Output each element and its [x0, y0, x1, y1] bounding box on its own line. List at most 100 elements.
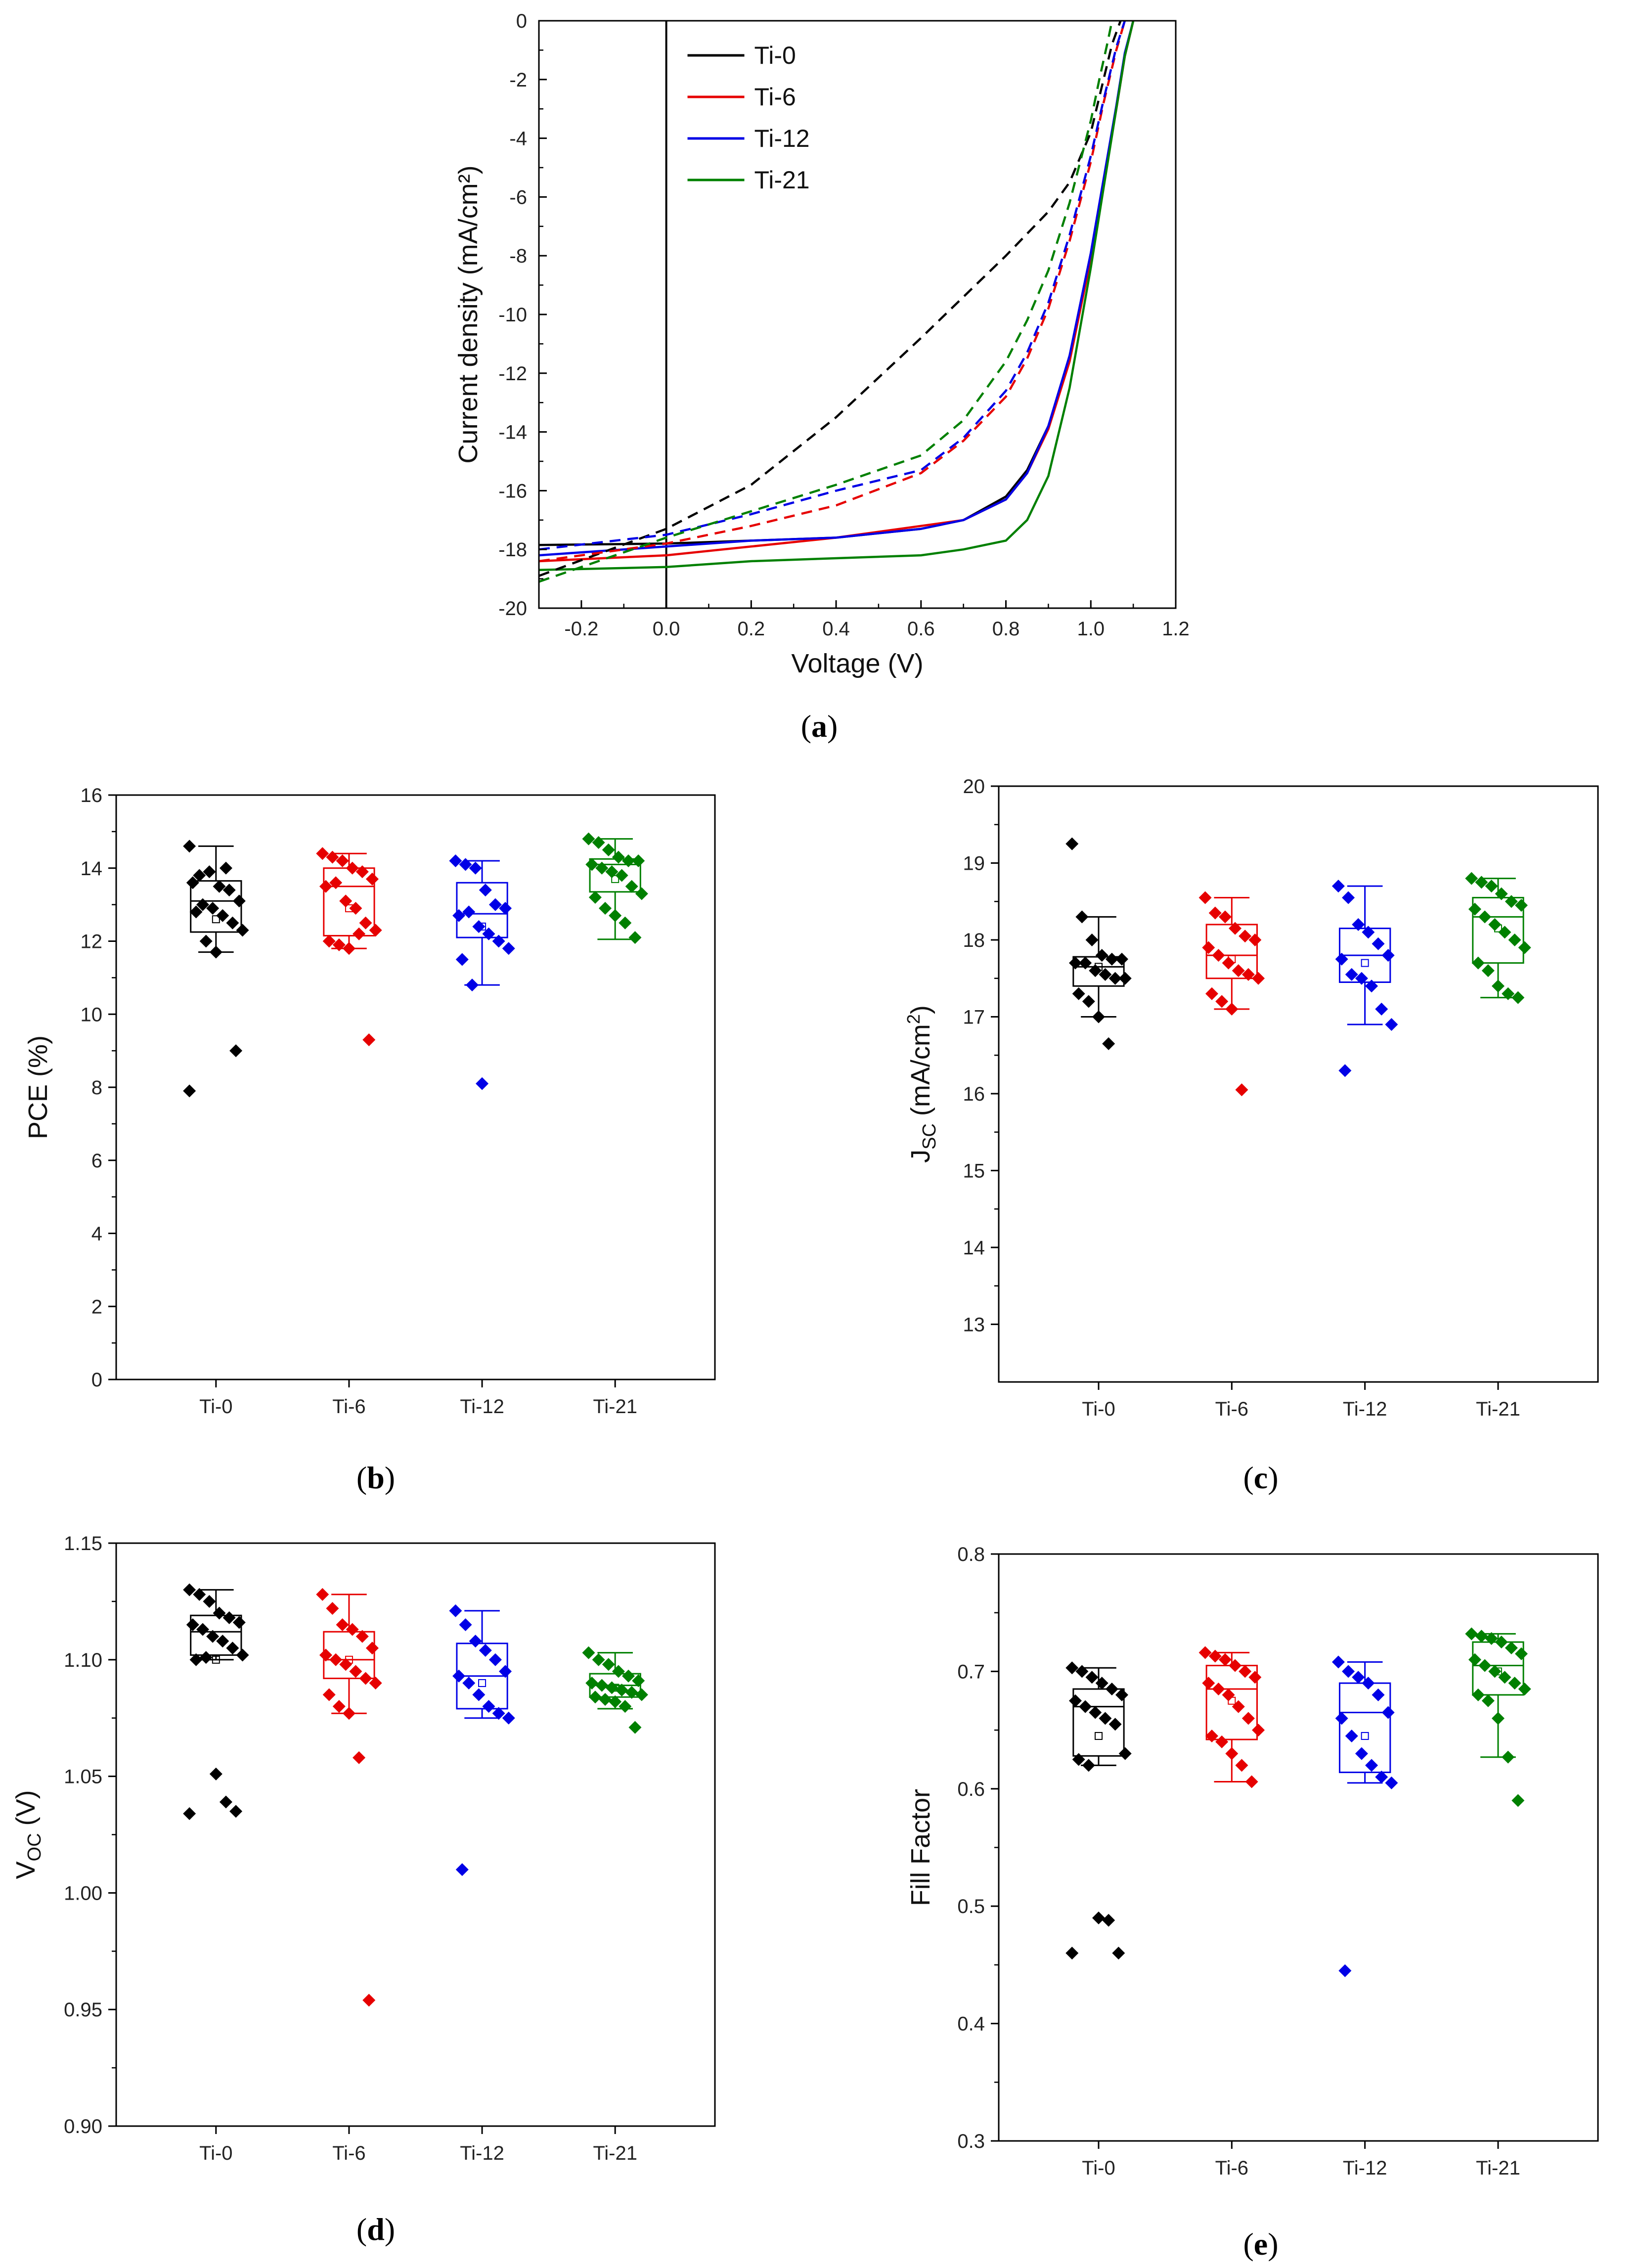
data-point [1342, 891, 1355, 904]
data-point [362, 1994, 376, 2007]
y-tick-label: 0.7 [957, 1661, 985, 1683]
data-point [459, 858, 472, 871]
x-tick-label: 0.4 [822, 618, 850, 640]
data-point [1208, 1649, 1222, 1663]
data-point [452, 909, 466, 922]
data-point [183, 840, 196, 853]
data-point [1099, 1712, 1112, 1725]
data-point [1215, 995, 1229, 1008]
data-point [1108, 972, 1122, 985]
data-point [1095, 1677, 1108, 1690]
jv-series-ti-6 [538, 20, 1135, 563]
data-point [1495, 1636, 1508, 1649]
data-point [229, 1805, 243, 1818]
data-point [216, 1635, 229, 1648]
data-point [622, 854, 635, 867]
data-point [232, 894, 246, 908]
data-point [1075, 1665, 1089, 1678]
data-point [449, 1604, 462, 1617]
data-point [1468, 902, 1481, 916]
x-tick-label: 0.2 [738, 618, 765, 640]
data-point [329, 876, 343, 889]
box-group-ti-21 [582, 1646, 648, 1734]
data-point [1065, 837, 1079, 850]
data-point [449, 854, 462, 867]
data-point [346, 861, 359, 875]
data-point [479, 1644, 492, 1657]
data-point [1248, 933, 1262, 946]
data-point [625, 1686, 638, 1699]
data-point [592, 836, 605, 849]
data-point [1381, 1706, 1395, 1719]
data-point [342, 1707, 355, 1720]
box-iqr [1072, 1688, 1125, 1757]
box-group-ti-21 [1465, 872, 1531, 1004]
data-point [452, 1669, 466, 1683]
panel-d-voc-boxplot: Ti-0 Ti-6 Ti-12 Ti-21 0.90 0.95 1.00 1.05 1.10 1.… [11, 1533, 716, 2164]
data-point [472, 920, 486, 933]
data-point [1471, 1688, 1485, 1701]
box-group-ti-12 [449, 854, 515, 1090]
data-point [355, 865, 369, 879]
y-tick-label: 2 [91, 1296, 102, 1318]
data-point [1082, 995, 1095, 1008]
x-tick-label-ti-0: Ti-0 [1082, 2157, 1115, 2179]
box-group-ti-0 [183, 840, 249, 1098]
data-point [369, 1676, 382, 1690]
data-point [1495, 887, 1508, 900]
data-point [236, 1648, 249, 1662]
data-point [1245, 1775, 1258, 1788]
y-axis-title-sub: SC [919, 1123, 940, 1150]
data-point [1485, 1632, 1498, 1645]
data-point [203, 865, 216, 879]
data-point [499, 902, 512, 915]
data-point [219, 1795, 232, 1809]
y-tick-label: 1.00 [64, 1882, 102, 1904]
data-point [1508, 933, 1521, 946]
legend-label-ti-12: Ti-12 [754, 125, 810, 152]
box-group-ti-0 [1065, 1661, 1132, 1960]
data-point [462, 1676, 476, 1690]
data-point [595, 861, 609, 875]
data-point [209, 1767, 222, 1780]
data-point [1099, 968, 1112, 981]
data-point [1229, 1659, 1242, 1672]
data-point [216, 909, 229, 922]
y-axis-title-unit: (mA/cm [906, 1024, 935, 1123]
data-point [1232, 964, 1245, 978]
x-tick-label-ti-21: Ti-21 [1476, 2157, 1520, 2179]
data-point [186, 876, 199, 889]
data-point [1498, 926, 1511, 939]
data-point [1108, 1718, 1122, 1731]
data-point [1205, 1729, 1219, 1742]
data-point [1232, 1700, 1245, 1713]
data-point [196, 898, 209, 911]
y-tick-label: 1.15 [64, 1533, 102, 1555]
x-tick-label-ti-12: Ti-12 [460, 2142, 504, 2164]
data-point [1372, 1688, 1385, 1701]
data-point [1252, 972, 1265, 985]
data-point [1118, 972, 1132, 985]
data-point [189, 905, 203, 919]
data-point [459, 1618, 472, 1632]
data-point [1075, 910, 1089, 924]
data-point [232, 1616, 246, 1629]
y-tick-label: 19 [963, 852, 985, 874]
data-point [346, 1623, 359, 1636]
data-point [1375, 1771, 1388, 1784]
data-point [588, 890, 602, 904]
y-tick-label: -8 [509, 245, 527, 267]
jv-series-ti-21 [538, 20, 1135, 572]
data-point [1488, 1665, 1502, 1678]
data-point [219, 861, 232, 875]
x-axis-title: Voltage (V) [791, 649, 923, 678]
y-tick-label: -12 [498, 363, 527, 385]
data-point [1465, 1627, 1478, 1641]
data-point [1362, 1677, 1375, 1690]
x-tick-label-ti-6: Ti-6 [332, 2142, 365, 2164]
data-point [1068, 1694, 1082, 1707]
data-point [622, 1669, 635, 1683]
data-point [1471, 956, 1485, 970]
data-point [1345, 968, 1358, 981]
